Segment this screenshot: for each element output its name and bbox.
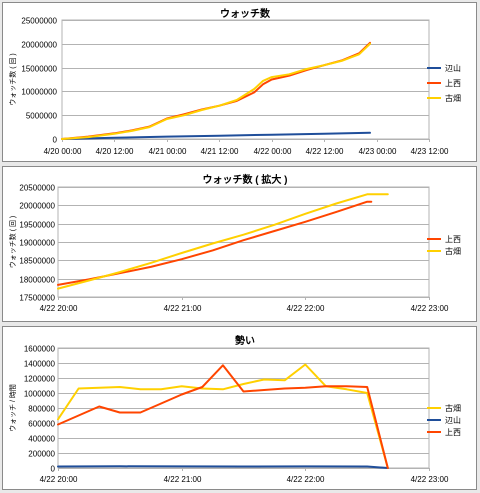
- legend-label-0: 上西: [445, 235, 461, 244]
- y-tick-label: 5000000: [26, 112, 58, 121]
- series-line-watch-count-zoom-1: [57, 193, 389, 290]
- x-tick-label: 4/22 22:00: [287, 475, 325, 484]
- legend-label-0: 辺山: [445, 63, 461, 73]
- x-tick-label: 4/22 20:00: [40, 475, 78, 484]
- y-tick-label: 19000000: [19, 239, 55, 248]
- series-line-watch-count-0: [61, 131, 371, 140]
- x-tick-label: 4/22 20:00: [40, 304, 78, 313]
- chart-title-momentum: 勢い: [235, 334, 255, 347]
- legend-label-2: 古畑: [445, 93, 461, 103]
- y-tick-label: 10000000: [21, 88, 57, 97]
- chart-watch-count-zoom: 17500000 18000000 18500000 19000000 19500000…: [8, 173, 461, 313]
- y-tick-label: 1200000: [24, 375, 56, 384]
- x-tick-label: 4/22 12:00: [306, 147, 344, 156]
- y-axis-label-momentum: ウォッチ / 時間: [9, 384, 17, 432]
- y-axis-label-watch-count-zoom: ウォッチ数 ( 回 ): [8, 216, 17, 269]
- y-tick-label: 1600000: [24, 345, 56, 354]
- y-tick-label: 800000: [28, 405, 55, 414]
- y-tick-label: 20500000: [19, 184, 55, 193]
- y-tick-label: 0: [51, 465, 56, 474]
- chart-momentum: 0 200000 400000 600000 800000 1000000 1200000 1…: [9, 334, 461, 484]
- chart-panel-watch-count-zoom: 17500000 18000000 18500000 19000000 19500000…: [2, 166, 477, 322]
- x-tick-label: 4/22 00:00: [254, 147, 292, 156]
- x-tick-label: 4/21 00:00: [149, 147, 187, 156]
- y-tick-label: 1000000: [24, 390, 56, 399]
- chart-watch-count: 0 5000000 10000000 15000000 20000000 25000000…: [8, 7, 461, 156]
- series-line-watch-count-2: [61, 42, 371, 140]
- x-tick-label: 4/23 12:00: [411, 147, 449, 156]
- y-tick-label: 400000: [28, 435, 55, 444]
- y-tick-label: 1400000: [24, 360, 56, 369]
- x-tick-label: 4/22 23:00: [411, 304, 449, 313]
- series-line-momentum-1: [57, 465, 389, 469]
- y-tick-label: 15000000: [21, 65, 57, 74]
- y-tick-label: 0: [53, 136, 58, 145]
- x-tick-label: 4/21 12:00: [201, 147, 239, 156]
- chart-panel-momentum: 0 200000 400000 600000 800000 1000000 1200000 1…: [2, 326, 477, 490]
- y-tick-label: 25000000: [21, 17, 57, 26]
- chart-title-watch-count-zoom: ウォッチ数 ( 拡大 ): [203, 173, 288, 186]
- legend-label-0: 古畑: [445, 403, 461, 413]
- y-tick-label: 17500000: [19, 294, 55, 303]
- x-tick-label: 4/22 23:00: [411, 475, 449, 484]
- chart-title-watch-count: ウォッチ数: [220, 7, 271, 20]
- legend-label-1: 上西: [445, 79, 461, 88]
- series-line-momentum-2: [57, 364, 389, 469]
- x-tick-label: 4/23 00:00: [359, 147, 397, 156]
- y-tick-label: 20000000: [19, 202, 55, 211]
- y-tick-label: 600000: [28, 420, 55, 429]
- plot-area: [61, 19, 430, 140]
- y-tick-label: 19500000: [19, 221, 55, 230]
- y-tick-label: 20000000: [21, 41, 57, 50]
- chart-panel-watch-count: 0 5000000 10000000 15000000 20000000 25000000…: [2, 2, 477, 162]
- x-tick-label: 4/20 00:00: [44, 147, 82, 156]
- y-axis-label-watch-count: ウォッチ数 ( 回 ): [8, 53, 17, 106]
- x-tick-label: 4/20 12:00: [96, 147, 134, 156]
- x-tick-label: 4/22 21:00: [164, 475, 202, 484]
- x-tick-label: 4/22 21:00: [164, 304, 202, 313]
- legend-label-1: 辺山: [445, 415, 461, 425]
- legend-label-1: 古畑: [445, 246, 461, 256]
- y-tick-label: 18500000: [19, 257, 55, 266]
- x-tick-label: 4/22 22:00: [287, 304, 325, 313]
- y-tick-label: 200000: [28, 450, 55, 459]
- legend-label-2: 上西: [445, 428, 461, 437]
- y-tick-label: 18000000: [19, 276, 55, 285]
